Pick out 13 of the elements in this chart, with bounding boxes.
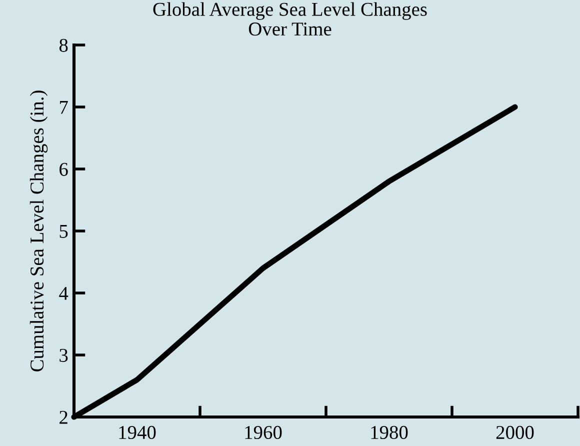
y-tick-label: 6 [60, 162, 68, 176]
y-tick-label: 8 [59, 38, 68, 52]
y-axis-title: Cumulative Sea Level Changes (in.) [30, 90, 48, 372]
chart-title: Global Average Sea Level Changes Over Time [153, 2, 427, 36]
x-tick-label: 2000 [496, 426, 534, 440]
y-tick-label: 2 [60, 410, 68, 424]
x-tick-label: 1960 [245, 426, 282, 440]
y-tick-label: 3 [60, 348, 68, 362]
x-tick-label: 1980 [371, 426, 408, 440]
y-tick-label: 7 [60, 101, 68, 114]
y-tick-label: 5 [60, 225, 68, 238]
x-tick-label: 1940 [119, 426, 156, 440]
y-tick-label: 4 [59, 286, 68, 300]
